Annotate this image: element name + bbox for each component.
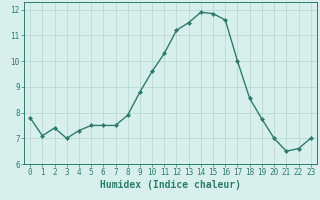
X-axis label: Humidex (Indice chaleur): Humidex (Indice chaleur) [100,180,241,190]
